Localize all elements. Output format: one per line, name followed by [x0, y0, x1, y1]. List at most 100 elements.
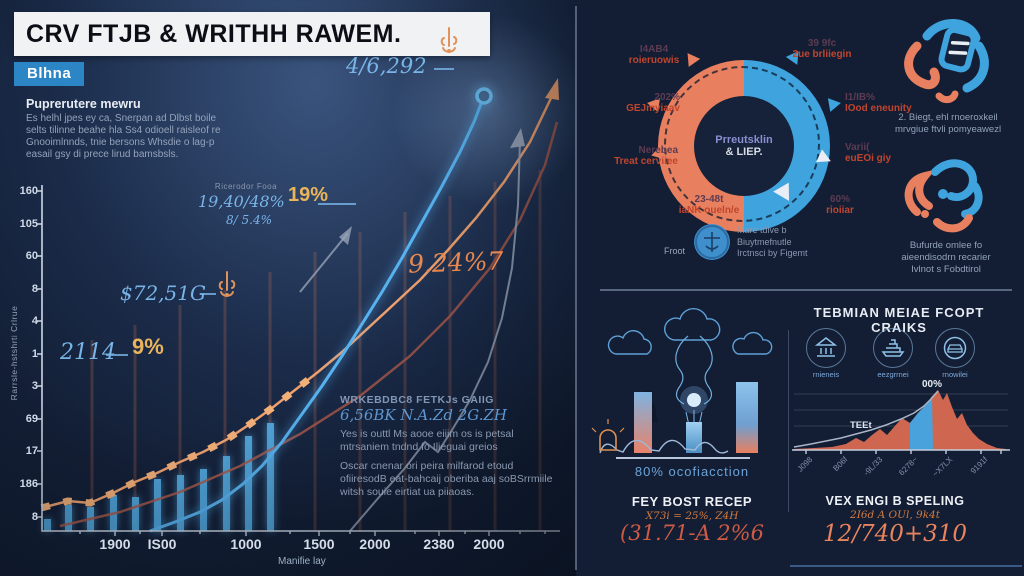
donut-callout: 23-48t iaNK oueln/e — [678, 194, 740, 216]
annotation-pct924: 9.24%7 — [407, 246, 504, 279]
badge-circle — [873, 328, 913, 368]
y-tick: 1 — [31, 348, 38, 360]
donut-center-line1: Prreutsklin — [715, 134, 773, 146]
ship-icon — [881, 339, 905, 357]
cloud-icon — [732, 331, 773, 355]
bottom-center-value: (31.71-A 2%6 — [620, 521, 764, 545]
annotation-ratio-small: 8/ 5.4% — [226, 213, 272, 227]
footer-right-heading: VEX ENGI B SPELING — [825, 494, 965, 508]
annotation-dash — [106, 354, 128, 356]
intro-line: easail gsy di prece lirud bamsbsls. — [26, 149, 179, 160]
car-icon — [943, 336, 967, 360]
donut-callout: I4AB4 roieruowis — [628, 44, 680, 66]
y-tick: 69 — [25, 413, 38, 425]
footnote-badge — [694, 224, 730, 260]
callout-arrow — [827, 96, 843, 112]
footer-underline — [790, 565, 1022, 567]
x-tick: 2380 — [423, 536, 455, 552]
y-tick: 160 — [19, 185, 38, 197]
x-tick: 1900 — [99, 536, 131, 552]
intro-heading: Puprerutere mewru — [26, 97, 141, 111]
y-tick: 186 — [19, 478, 38, 490]
donut-callout: 60% rioiiar — [826, 194, 854, 216]
plume-outline — [675, 335, 713, 405]
bottom-divider — [788, 330, 789, 512]
mini-area-red — [794, 390, 1006, 450]
y-tick: 17 — [25, 445, 38, 457]
door-icon — [599, 429, 617, 451]
marker-icon — [440, 27, 458, 53]
abstract-brain-icon — [904, 159, 983, 233]
bank-icon — [814, 337, 838, 357]
cloud-icon — [664, 308, 721, 341]
bottom-center-caption: 80% ocofiacction — [634, 464, 750, 479]
industry-illustration — [591, 308, 773, 459]
block-heading: WRKEBDBC8 FETKJs GAIIG — [340, 394, 494, 406]
footnote-label: Froot — [664, 246, 686, 256]
gradient-bar — [736, 382, 758, 453]
y-axis-label: Rarrsle-hstshrti Crlrue — [9, 305, 19, 401]
y-tick: 60 — [25, 250, 38, 262]
x-axis-label: Manifie lay — [278, 556, 326, 567]
annotation-dash — [200, 293, 216, 295]
badge-circle — [935, 328, 975, 368]
gradient-bar — [686, 422, 702, 453]
intro-line: Gnooimlnnds, tnie bersons Whsdie o lag-p — [26, 137, 215, 148]
footer-right-sub: 2I6d A OUl, 9k4t — [850, 509, 940, 521]
annotation-year: 2114 — [60, 340, 116, 365]
page-title: CRV FTJB & WRITHH RAWEM. — [26, 19, 402, 48]
annotation-top-value: 4/6,292 — [346, 54, 427, 78]
crest-icon — [695, 225, 729, 259]
y-tick: 8 — [31, 283, 38, 295]
block-paragraph: Oscar cnenar ori peira milfarod etoud — [340, 460, 514, 472]
mini-area-blue — [910, 396, 933, 450]
badge-caption: rnowilei — [942, 370, 968, 379]
y-tick: 8 — [31, 511, 38, 523]
mini-baseline — [792, 449, 1010, 454]
annotation-pct19: 19% — [288, 184, 329, 206]
block-paragraph: ofiiresodB eat-bahcaij oberiba aaj soBSr… — [340, 473, 553, 485]
block-paragraph: mtrsaniem tndnd fo Ilieguai greios — [340, 441, 498, 453]
intro-line: selts tilinne beahe hla Ss4 odioell rais… — [26, 125, 221, 136]
feature-caption: Bufurde omlee fo aieendisodrn recarier I… — [901, 240, 991, 275]
intro-line: Es helhl jpes ey ca, Snerpan ad Dlbst bo… — [26, 113, 217, 124]
donut-callout: Nerebea Treat cerviiee — [614, 145, 678, 167]
y-tick: 3 — [31, 380, 38, 392]
donut-callout: I1/IB% IOod eneunity — [845, 92, 912, 114]
badge-circle — [806, 328, 846, 368]
x-tick: 1000 — [230, 536, 262, 552]
bottom-center-sub: X73i = 25%, Z4H — [645, 510, 739, 522]
panel-divider — [575, 6, 577, 570]
donut-callout: 202% GEJmyiaav — [626, 92, 680, 114]
annotation-dash — [318, 203, 356, 205]
orb-icon — [687, 393, 701, 407]
annotation-dash — [434, 68, 454, 70]
mini-gray-line — [793, 390, 939, 448]
cloud-icon — [607, 330, 652, 355]
annotation-small-gray: Ricerodor Fooa — [214, 182, 278, 191]
badge-caption: rnieneis — [812, 370, 840, 379]
x-tick: 2000 — [359, 536, 391, 552]
abstract-head-icon — [904, 19, 989, 104]
block-paragraph: Yes is outtl Ms aooe eiiim os is petsal — [340, 428, 514, 440]
section-divider — [600, 289, 1012, 291]
feature-caption: 2. Biegt, ehl rnoeroxkeil mrvgiue ftvli … — [894, 112, 1002, 135]
donut-center: Prreutsklin & LIEP. — [694, 96, 794, 196]
donut-callout: Varii( euEOi giy — [845, 142, 892, 164]
x-tick: IS00 — [147, 536, 177, 552]
block-value: 6,56BK N.A.Zd 2G.ZH — [340, 406, 507, 424]
gradient-bar — [634, 392, 652, 453]
x-tick: 2000 — [473, 536, 505, 552]
x-tick: 1500 — [303, 536, 335, 552]
y-tick: 105 — [19, 218, 38, 230]
title-box: CRV FTJB & WRITHH RAWEM. — [14, 12, 490, 56]
annotation-pct9: 9% — [132, 334, 164, 359]
title-badge: Blhna — [14, 62, 85, 86]
marker-icon — [218, 271, 236, 297]
donut-center-line2: & LIEP. — [725, 146, 763, 158]
bottom-center-heading: FEY BOST RECEP — [631, 494, 753, 509]
donut-callout: 39 9fc 2ue brliiegin — [792, 38, 852, 60]
annotation-money: $72,51G — [120, 281, 206, 305]
footer-right-value: 12/740+310 — [822, 521, 968, 547]
